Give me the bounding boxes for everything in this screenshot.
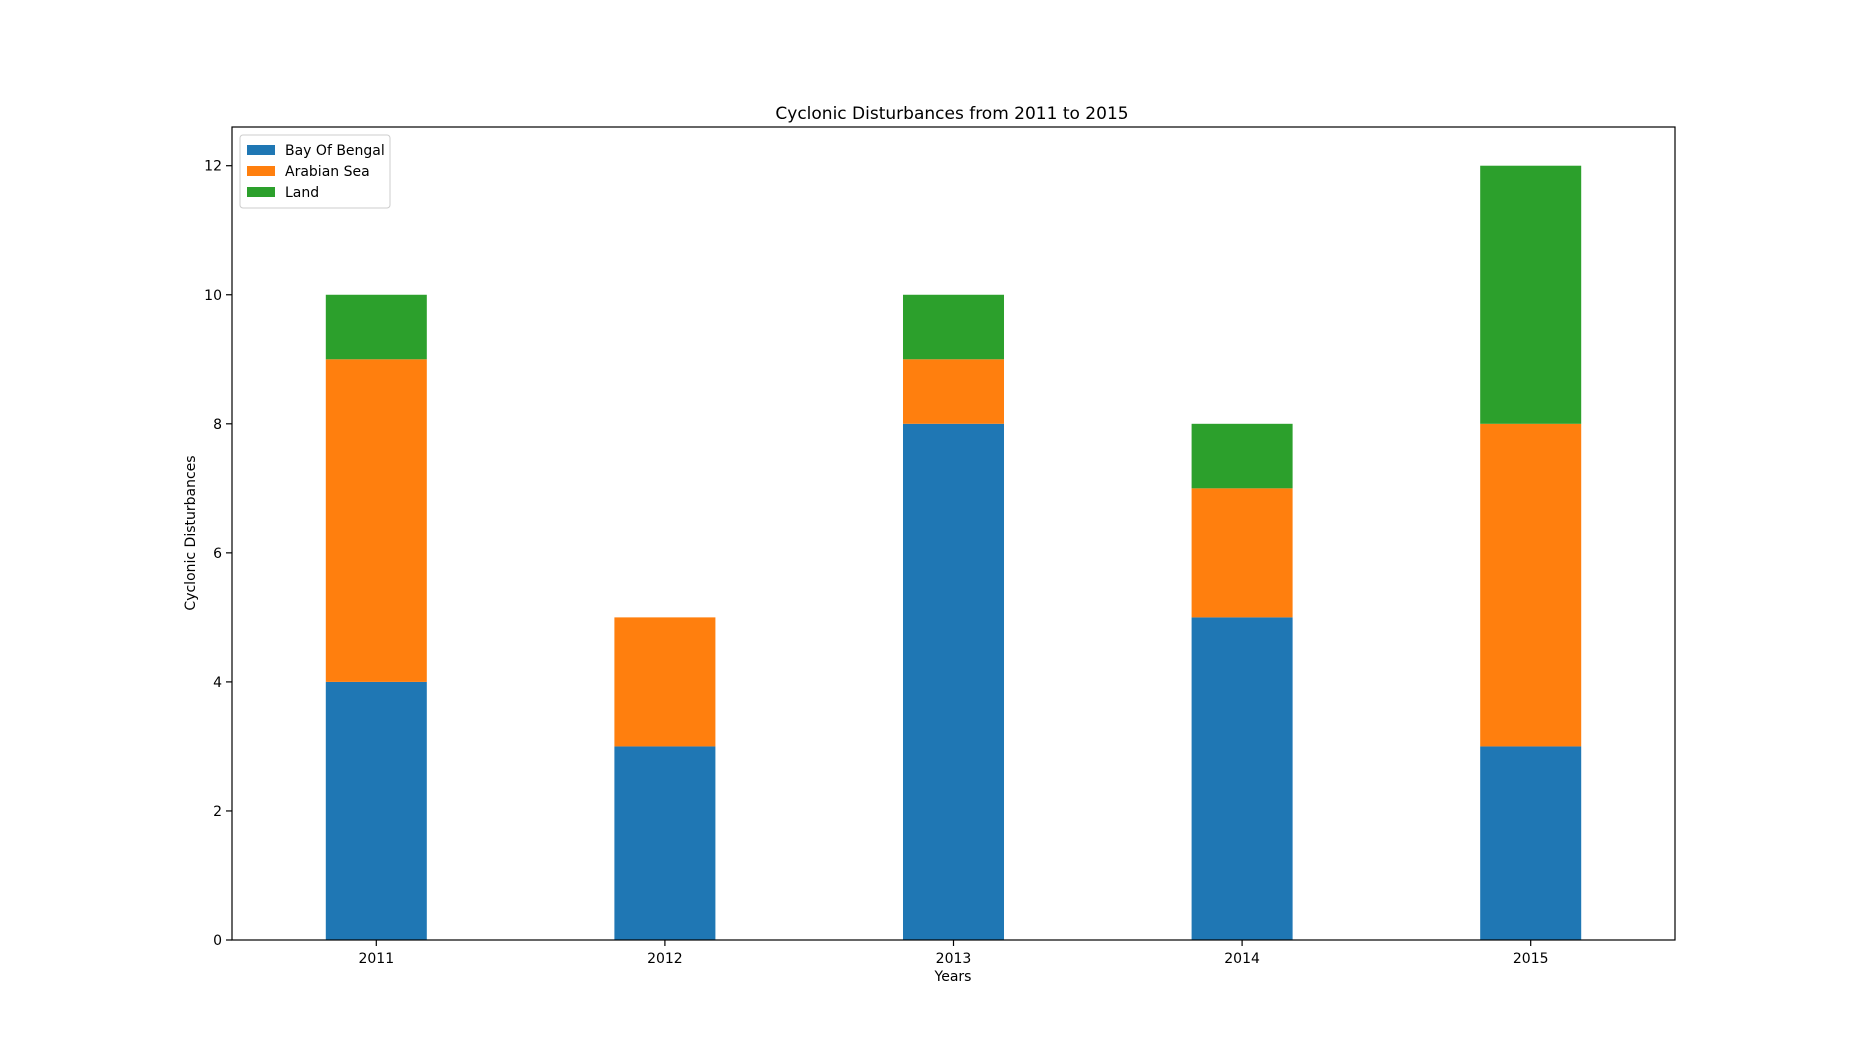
bar-bay-of-bengal-2011 <box>325 681 427 940</box>
y-tick-label: 8 <box>213 417 222 433</box>
x-tick-label: 2014 <box>1224 951 1260 967</box>
y-tick-label: 2 <box>213 804 222 820</box>
x-axis-label: Years <box>934 969 972 985</box>
legend-label: Land <box>285 185 319 201</box>
bar-land-2015 <box>1480 165 1582 424</box>
y-axis: 0 2 4 6 8 10 12 <box>204 159 232 949</box>
bar-arabian-sea-2015 <box>1480 423 1582 747</box>
y-tick-label: 10 <box>204 288 222 304</box>
bar-arabian-sea-2014 <box>1191 488 1293 618</box>
bar-arabian-sea-2013 <box>902 359 1005 424</box>
y-tick-label: 0 <box>213 933 222 949</box>
legend-swatch-land <box>247 187 275 197</box>
legend: Bay Of Bengal Arabian Sea Land <box>239 134 391 209</box>
legend-label: Bay Of Bengal <box>285 143 385 159</box>
chart-title: Cyclonic Disturbances from 2011 to 2015 <box>775 104 1128 124</box>
bar-land-2013 <box>902 294 1005 360</box>
bar-bay-of-bengal-2013 <box>902 423 1005 940</box>
bar-bay-of-bengal-2012 <box>614 746 716 940</box>
x-tick-label: 2012 <box>647 951 683 967</box>
x-tick-label: 2011 <box>358 951 394 967</box>
bar-bay-of-bengal-2015 <box>1480 746 1582 940</box>
bar-arabian-sea-2011 <box>325 359 427 682</box>
legend-box <box>239 134 391 209</box>
bar-land-2014 <box>1191 423 1293 489</box>
legend-swatch-bay-of-bengal <box>247 145 275 155</box>
legend-label: Arabian Sea <box>285 164 370 180</box>
x-tick-label: 2013 <box>936 951 972 967</box>
x-tick-label: 2015 <box>1513 951 1549 967</box>
y-axis-label: Cyclonic Disturbances <box>183 455 199 610</box>
bar-arabian-sea-2012 <box>614 617 716 747</box>
legend-swatch-arabian-sea <box>247 166 275 176</box>
bars-layer <box>325 165 1582 940</box>
bar-bay-of-bengal-2014 <box>1191 617 1293 940</box>
y-tick-label: 4 <box>213 675 222 691</box>
x-axis: 2011 2012 2013 2014 2015 <box>358 940 1549 967</box>
y-tick-label: 12 <box>204 159 222 175</box>
bar-land-2011 <box>325 294 427 360</box>
y-tick-label: 6 <box>213 546 222 562</box>
